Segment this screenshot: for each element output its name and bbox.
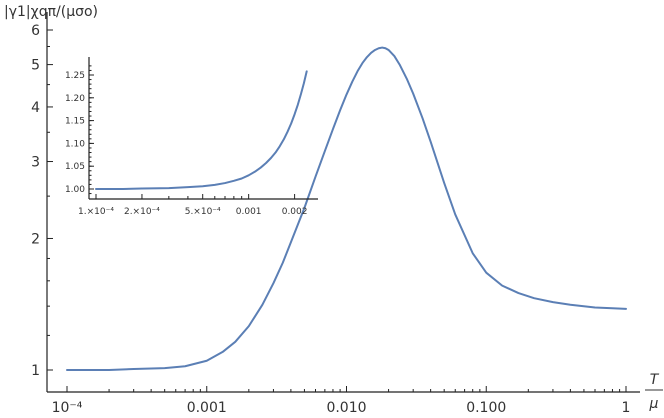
x-tick-label: 0.010 — [326, 400, 366, 416]
inset-y-axis-ticks: 1.00 1.05 1.10 1.15 1.20 1.25 — [65, 65, 94, 195]
y-axis-label: |γ1|χqπ/(μσo) — [4, 4, 98, 20]
series-line — [66, 46, 627, 371]
inset-y-tick-label: 1.25 — [65, 71, 85, 81]
inset-y-tick-label: 1.20 — [65, 94, 85, 104]
y-tick-label: 4 — [31, 100, 40, 116]
inset-x-tick-label: 0.001 — [236, 207, 262, 217]
y-tick-label: 6 — [31, 23, 40, 39]
inset-y-tick-label: 1.00 — [65, 185, 85, 195]
x-tick-label: 10⁻⁴ — [52, 400, 83, 416]
inset-x-tick-label: 2.×10⁻⁴ — [124, 207, 160, 217]
y-tick-label: 2 — [31, 231, 40, 247]
x-axis-label-denominator: μ — [649, 396, 659, 412]
inset-x-tick-label: 5.×10⁻⁴ — [185, 207, 221, 217]
main-chart: 1 2 3 4 5 6 10⁻⁴ 0.001 0.010 0.100 1 |γ1|χqπ/(μσo… — [4, 4, 663, 416]
x-axis-label-numerator: T — [650, 372, 660, 388]
y-tick-label: 5 — [31, 58, 40, 74]
inset-y-tick-label: 1.10 — [65, 139, 85, 149]
inset-chart: 1.00 1.05 1.10 1.15 1.20 1.25 1.×10⁻⁴ 2.×10⁻⁴ 5… — [65, 57, 318, 217]
x-tick-label: 0.001 — [187, 400, 227, 416]
inset-y-tick-label: 1.15 — [65, 117, 85, 127]
inset-x-axis-ticks: 1.×10⁻⁴ 2.×10⁻⁴ 5.×10⁻⁴ 0.001 0.002 — [78, 194, 307, 217]
inset-x-tick-label: 0.002 — [282, 207, 308, 217]
y-tick-label: 3 — [31, 155, 40, 171]
inset-series-line — [95, 70, 308, 190]
y-tick-label: 1 — [31, 363, 40, 379]
y-axis-ticks: 1 2 3 4 5 6 — [31, 23, 53, 379]
x-tick-label: 1 — [622, 400, 631, 416]
x-axis-ticks: 10⁻⁴ 0.001 0.010 0.100 1 — [52, 386, 631, 416]
x-tick-label: 0.100 — [466, 400, 506, 416]
inset-x-tick-label: 1.×10⁻⁴ — [78, 207, 114, 217]
inset-y-tick-label: 1.05 — [65, 162, 85, 172]
